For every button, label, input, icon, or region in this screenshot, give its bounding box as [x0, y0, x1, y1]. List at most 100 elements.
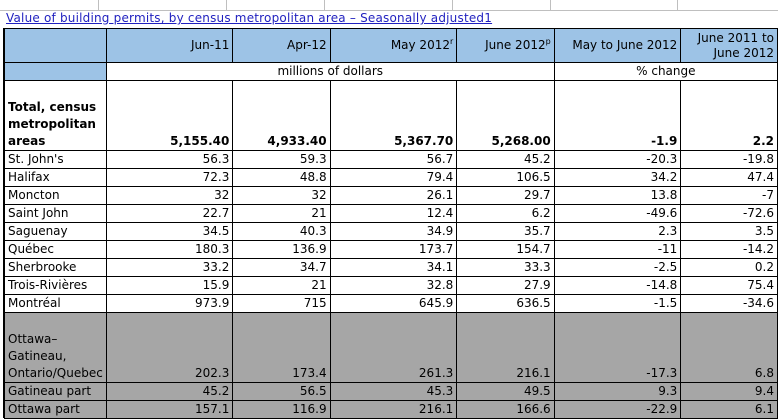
row-value[interactable]: -14.8 [553, 276, 682, 295]
row-value[interactable]: 40.3 [232, 222, 331, 241]
row-label[interactable]: Saint John [4, 204, 107, 223]
row-label[interactable]: Sherbrooke [4, 258, 107, 277]
row-value[interactable]: 45.2 [105, 382, 234, 401]
row-value[interactable]: 32 [105, 186, 234, 205]
row-value[interactable]: 157.1 [105, 400, 234, 419]
total-value[interactable]: -1.9 [553, 80, 682, 151]
row-value[interactable]: 34.1 [329, 258, 458, 277]
row-value[interactable]: 173.4 [232, 312, 331, 383]
row-value[interactable]: -72.6 [680, 204, 778, 223]
units-blank-cell[interactable] [4, 62, 107, 81]
row-value[interactable]: 27.9 [456, 276, 555, 295]
row-value[interactable]: 173.7 [329, 240, 458, 259]
row-value[interactable]: 45.2 [456, 150, 555, 169]
row-label[interactable]: Trois-Rivières [4, 276, 107, 295]
row-value[interactable]: 15.9 [105, 276, 234, 295]
row-value[interactable]: 47.4 [680, 168, 778, 187]
row-value[interactable]: -11 [553, 240, 682, 259]
row-label[interactable]: St. John's [4, 150, 107, 169]
row-value[interactable]: -20.3 [553, 150, 682, 169]
row-label[interactable]: Halifax [4, 168, 107, 187]
row-value[interactable]: 261.3 [329, 312, 458, 383]
row-value[interactable]: 59.3 [232, 150, 331, 169]
row-value[interactable]: 32.8 [329, 276, 458, 295]
row-value[interactable]: 202.3 [105, 312, 234, 383]
row-value[interactable]: 75.4 [680, 276, 778, 295]
row-value[interactable]: 180.3 [105, 240, 234, 259]
row-value[interactable]: 34.9 [329, 222, 458, 241]
header-apr-12[interactable]: Apr-12 [232, 28, 331, 63]
row-value[interactable]: 6.2 [456, 204, 555, 223]
total-value[interactable]: 5,268.00 [456, 80, 555, 151]
row-value[interactable]: 33.2 [105, 258, 234, 277]
row-label[interactable]: Ottawa part [4, 400, 107, 419]
row-value[interactable]: -14.2 [680, 240, 778, 259]
row-value[interactable]: 216.1 [456, 312, 555, 383]
row-value[interactable]: 34.2 [553, 168, 682, 187]
row-value[interactable]: 34.7 [232, 258, 331, 277]
units-money-cell[interactable]: millions of dollars [105, 62, 555, 81]
row-value[interactable]: 636.5 [456, 294, 555, 313]
row-value[interactable]: 106.5 [456, 168, 555, 187]
row-value[interactable]: 154.7 [456, 240, 555, 259]
total-label[interactable]: Total, census metropolitan areas [4, 80, 107, 151]
row-value[interactable]: -49.6 [553, 204, 682, 223]
row-value[interactable]: 56.7 [329, 150, 458, 169]
total-value[interactable]: 5,155.40 [105, 80, 234, 151]
row-label[interactable]: Gatineau part [4, 382, 107, 401]
row-value[interactable]: 26.1 [329, 186, 458, 205]
row-value[interactable]: 48.8 [232, 168, 331, 187]
row-value[interactable]: 35.7 [456, 222, 555, 241]
header-jun-11[interactable]: Jun-11 [105, 28, 234, 63]
header-may-2012[interactable]: May 2012r [329, 28, 458, 63]
row-value[interactable]: -19.8 [680, 150, 778, 169]
row-label[interactable]: Montréal [4, 294, 107, 313]
total-value[interactable]: 4,933.40 [232, 80, 331, 151]
row-value[interactable]: 56.5 [232, 382, 331, 401]
row-label[interactable]: Québec [4, 240, 107, 259]
row-value[interactable]: -34.6 [680, 294, 778, 313]
row-value[interactable]: 715 [232, 294, 331, 313]
total-value[interactable]: 2.2 [680, 80, 778, 151]
row-value[interactable]: 13.8 [553, 186, 682, 205]
row-value[interactable]: 33.3 [456, 258, 555, 277]
row-value[interactable]: 34.5 [105, 222, 234, 241]
row-value[interactable]: 29.7 [456, 186, 555, 205]
row-value[interactable]: 166.6 [456, 400, 555, 419]
row-value[interactable]: 21 [232, 276, 331, 295]
header-june-to-june[interactable]: June 2011 to June 2012 [680, 28, 778, 63]
row-value[interactable]: 22.7 [105, 204, 234, 223]
row-value[interactable]: 56.3 [105, 150, 234, 169]
row-label[interactable]: Moncton [4, 186, 107, 205]
row-value[interactable]: -1.5 [553, 294, 682, 313]
row-value[interactable]: 6.8 [680, 312, 778, 383]
table-title-link[interactable]: Value of building permits, by census met… [6, 11, 493, 25]
row-value[interactable]: 49.5 [456, 382, 555, 401]
total-value[interactable]: 5,367.70 [329, 80, 458, 151]
row-value[interactable]: -7 [680, 186, 778, 205]
row-value[interactable]: 12.4 [329, 204, 458, 223]
row-value[interactable]: 645.9 [329, 294, 458, 313]
row-value[interactable]: 2.3 [553, 222, 682, 241]
row-value[interactable]: 136.9 [232, 240, 331, 259]
units-change-cell[interactable]: % change [553, 62, 778, 81]
row-label[interactable]: Saguenay [4, 222, 107, 241]
row-value[interactable]: 32 [232, 186, 331, 205]
row-value[interactable]: 6.1 [680, 400, 778, 419]
row-value[interactable]: 45.3 [329, 382, 458, 401]
row-value[interactable]: 973.9 [105, 294, 234, 313]
row-value[interactable]: 3.5 [680, 222, 778, 241]
header-june-2012[interactable]: June 2012p [456, 28, 555, 63]
ottawa-gatineau-label[interactable]: Ottawa–Gatineau, Ontario/Quebec [4, 312, 107, 383]
row-value[interactable]: 21 [232, 204, 331, 223]
row-value[interactable]: -22.9 [553, 400, 682, 419]
row-value[interactable]: 216.1 [329, 400, 458, 419]
row-value[interactable]: -17.3 [553, 312, 682, 383]
header-corner-cell[interactable] [4, 28, 107, 63]
row-value[interactable]: 9.4 [680, 382, 778, 401]
row-value[interactable]: 9.3 [553, 382, 682, 401]
row-value[interactable]: 116.9 [232, 400, 331, 419]
row-value[interactable]: 0.2 [680, 258, 778, 277]
row-value[interactable]: -2.5 [553, 258, 682, 277]
row-value[interactable]: 79.4 [329, 168, 458, 187]
